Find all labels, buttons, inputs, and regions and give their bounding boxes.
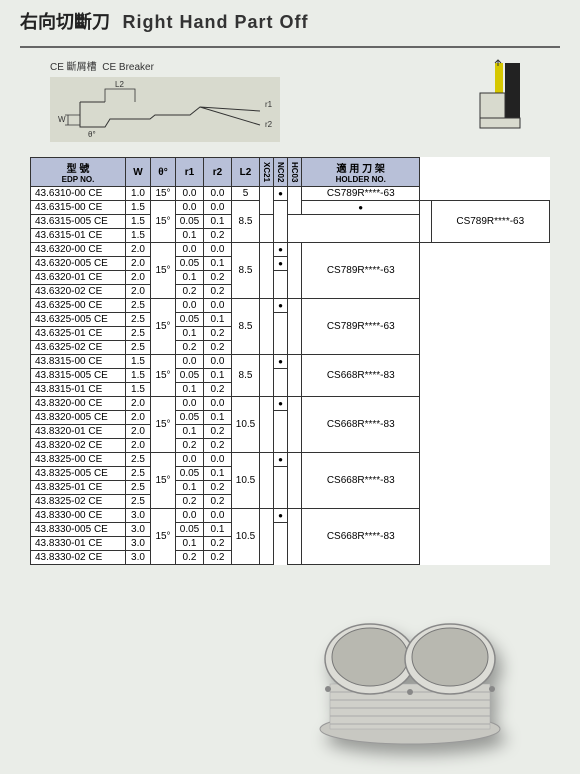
table-row: 43.8320-00 CE2.015°0.00.010.5●CS668R****… [31, 397, 550, 411]
th-l2: L2 [232, 158, 260, 187]
th-nc02: NC02 [274, 158, 288, 187]
th-w: W [126, 158, 151, 187]
svg-text:θ°: θ° [88, 130, 96, 139]
table-row: 43.6320-00 CE2.015°0.00.08.5●CS789R****-… [31, 243, 550, 257]
svg-text:r2: r2 [265, 120, 273, 129]
spec-table-body: 43.6310-00 CE1.015°0.00.05●CS789R****-63… [31, 187, 550, 565]
svg-text:W: W [58, 115, 66, 124]
diagram-right [470, 58, 540, 147]
insert-diagram-icon: L2 W θ° r1 r2 [50, 77, 280, 142]
th-r1: r1 [176, 158, 204, 187]
page-header: 右向切斷刀 Right Hand Part Off [0, 0, 580, 42]
diagram-left: CE 斷屑槽 CE Breaker L2 W θ° r1 r2 [50, 58, 300, 147]
table-row: 43.6310-00 CE1.015°0.00.05●CS789R****-63 [31, 187, 550, 201]
th-r2: r2 [204, 158, 232, 187]
th-holder: 適 用 刀 架HOLDER NO. [302, 158, 420, 187]
svg-text:L2: L2 [115, 80, 124, 89]
table-row: 43.6325-00 CE2.515°0.00.08.5●CS789R****-… [31, 299, 550, 313]
diagram-row: CE 斷屑槽 CE Breaker L2 W θ° r1 r2 [0, 48, 580, 157]
title-en: Right Hand Part Off [122, 12, 308, 32]
table-row: 43.8325-00 CE2.515°0.00.010.5●CS668R****… [31, 453, 550, 467]
th-hc03: HC03 [288, 158, 302, 187]
product-image [300, 614, 520, 754]
th-xc21: XC21 [260, 158, 274, 187]
title-cn: 右向切斷刀 [20, 12, 110, 32]
breaker-label: CE 斷屑槽 CE Breaker [50, 58, 300, 73]
holder-diagram-icon [470, 58, 530, 138]
spec-table-wrap: 型 號EDP NO. W θ° r1 r2 L2 XC21 NC02 HC03 … [0, 157, 580, 565]
th-theta: θ° [151, 158, 176, 187]
cylinder-block-icon [300, 614, 520, 754]
th-edp: 型 號EDP NO. [31, 158, 126, 187]
svg-text:r1: r1 [265, 100, 273, 109]
table-row: 43.8315-00 CE1.515°0.00.08.5●CS668R****-… [31, 355, 550, 369]
spec-table: 型 號EDP NO. W θ° r1 r2 L2 XC21 NC02 HC03 … [30, 157, 550, 565]
table-row: 43.8330-00 CE3.015°0.00.010.5●CS668R****… [31, 509, 550, 523]
